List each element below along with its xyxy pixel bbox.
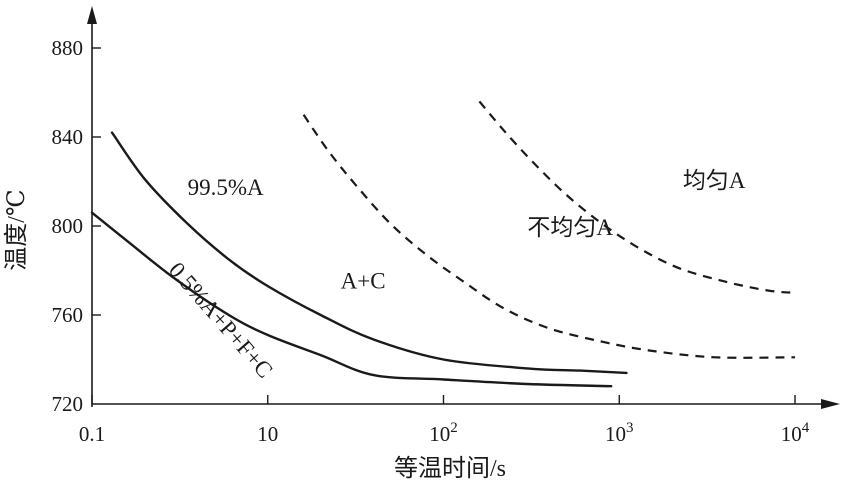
x-tick-label: 103: [605, 420, 634, 446]
y-tick-label: 760: [52, 303, 84, 327]
region-label-3: 不均匀A: [527, 215, 613, 240]
region-label-5: 0.5%A+P+F+C: [164, 257, 278, 382]
solid-curve-2: [110, 131, 628, 375]
x-tick-label: 0.1: [79, 422, 105, 446]
x-tick-label: 10: [257, 422, 278, 446]
dashed-curve-4: [478, 100, 796, 294]
y-tick-label: 720: [52, 392, 84, 416]
dashed-curve-3: [302, 114, 796, 359]
y-tick-label: 800: [52, 214, 84, 238]
x-axis-label: 等温时间/s: [394, 455, 506, 482]
y-tick-label: 880: [52, 36, 84, 60]
solid-curve-1: [90, 211, 613, 388]
region-label-4: 均匀A: [683, 168, 746, 193]
region-label-2: A+C: [341, 268, 386, 293]
x-tick-label: 102: [429, 420, 458, 446]
axes: [87, 6, 840, 409]
y-axis-label: 温度/℃: [3, 189, 30, 271]
region-label-1: 99.5%A: [188, 175, 264, 200]
y-tick-label: 840: [52, 125, 84, 149]
x-tick-label: 104: [781, 420, 810, 446]
y-ticks: 720 760 800 840 880: [52, 36, 101, 416]
y-axis-arrow: [87, 6, 97, 24]
curves: [90, 100, 796, 388]
x-axis-arrow: [821, 399, 840, 409]
x-ticks: 0.1 10 102 103 104: [79, 395, 810, 446]
